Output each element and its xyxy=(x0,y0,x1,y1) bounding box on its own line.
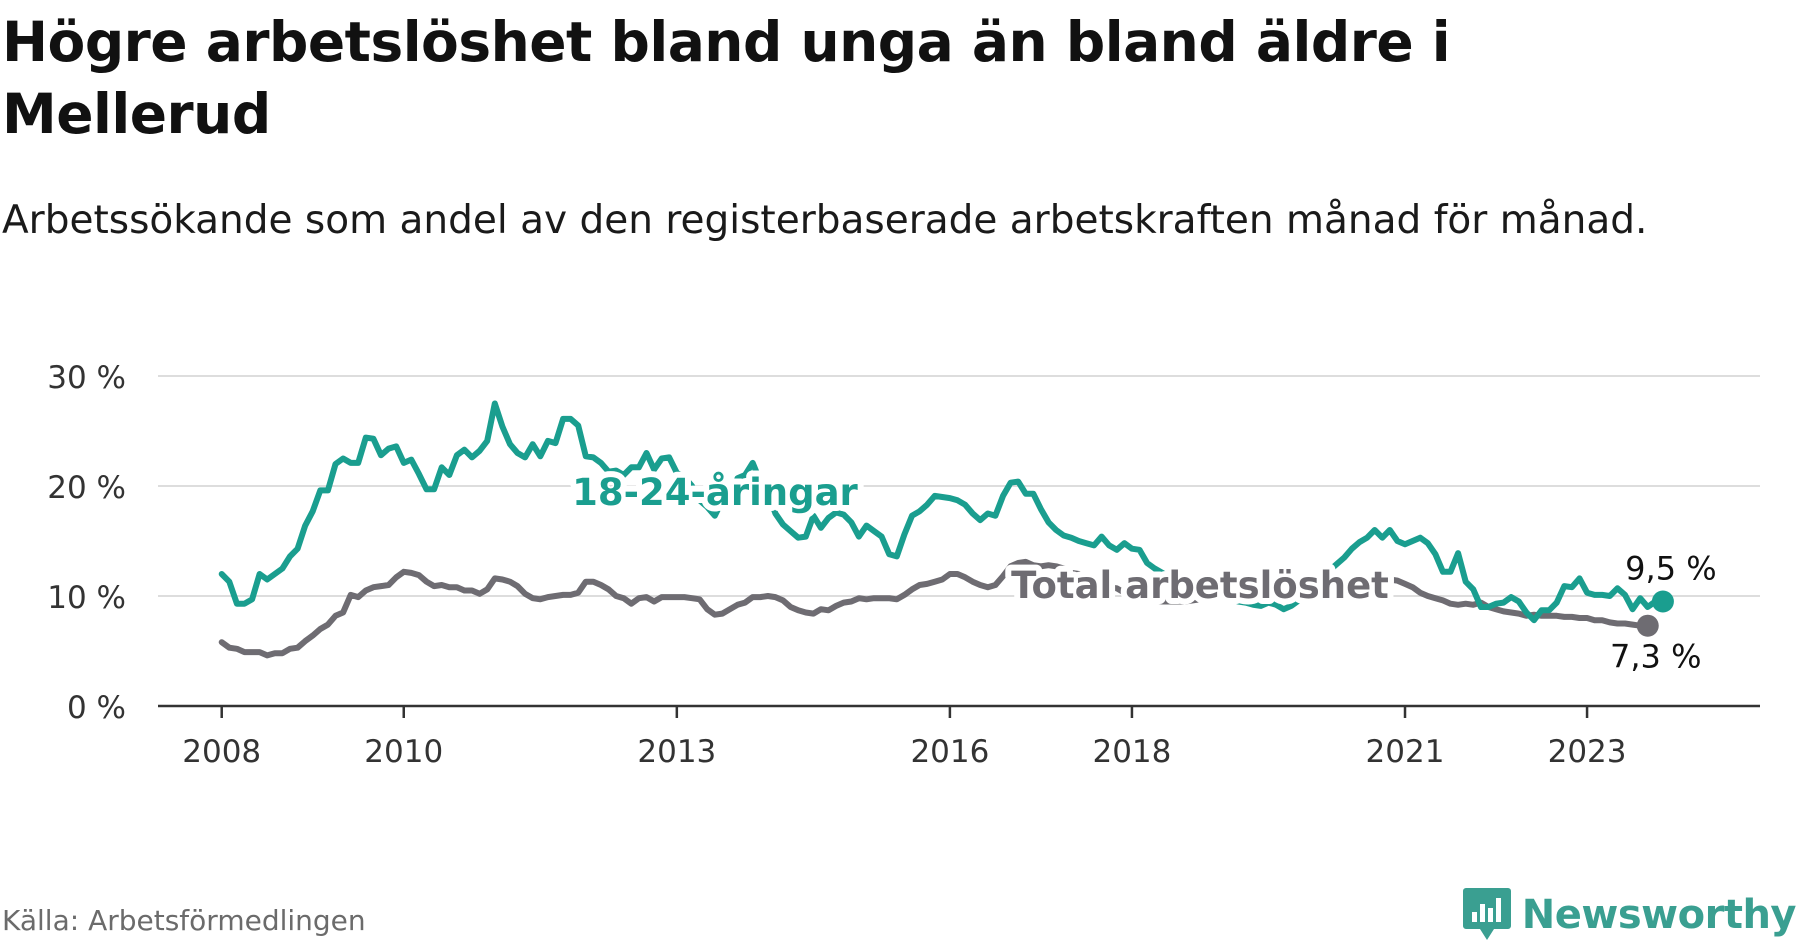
y-tick-label: 0 % xyxy=(67,690,126,726)
x-tick-label: 2016 xyxy=(910,734,989,770)
series-label-18-24: 18-24-åringar xyxy=(572,471,858,514)
x-tick-label: 2023 xyxy=(1548,734,1627,770)
x-tick-label: 2018 xyxy=(1092,734,1171,770)
chart-subtitle: Arbetssökande som andel av den registerb… xyxy=(2,198,1648,243)
x-tick-label: 2008 xyxy=(182,734,261,770)
brand-logo[interactable]: Newsworthy xyxy=(1462,886,1797,944)
y-tick-label: 10 % xyxy=(47,580,126,616)
newsworthy-logo-icon xyxy=(1462,888,1511,940)
y-tick-label: 30 % xyxy=(47,360,126,396)
series-line-18-24 xyxy=(218,400,1666,624)
end-label-total: 7,3 % xyxy=(1610,638,1701,676)
series-line-total xyxy=(218,558,1651,659)
source-note: Källa: Arbetsförmedlingen xyxy=(2,904,366,937)
end-label-18-24: 9,5 % xyxy=(1625,550,1716,588)
x-tick-label: 2010 xyxy=(364,734,443,770)
x-tick-label: 2021 xyxy=(1366,734,1445,770)
end-marker-total xyxy=(1636,614,1659,637)
y-tick-label: 20 % xyxy=(47,470,126,506)
x-tick-label: 2013 xyxy=(637,734,716,770)
end-marker-18-24 xyxy=(1651,590,1674,613)
chart-title: Högre arbetslöshet bland unga än bland ä… xyxy=(2,10,1451,146)
brand-name: Newsworthy xyxy=(1521,892,1797,938)
series-label-total: Total arbetslöshet xyxy=(1011,564,1389,607)
